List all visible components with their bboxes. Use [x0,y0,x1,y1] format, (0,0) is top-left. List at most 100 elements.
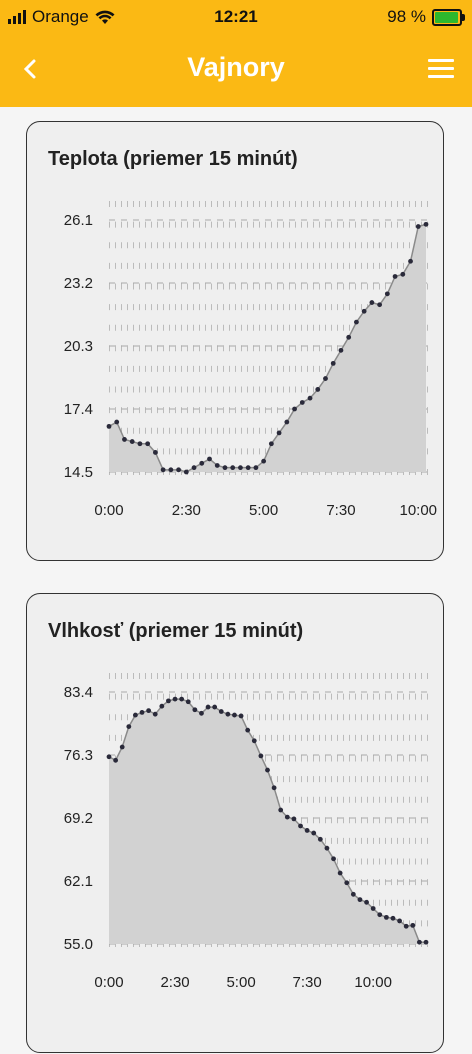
y-tick-label: 14.5 [64,464,93,481]
data-point [383,914,389,920]
data-point [410,922,416,928]
data-point [304,828,310,833]
data-point [185,699,191,705]
data-point [113,757,119,763]
data-point [199,460,205,466]
data-point [324,845,330,851]
data-point [299,400,305,405]
data-point [337,870,343,876]
data-point [238,713,244,719]
humidity-chart: 83.4 76.3 69.2 62.1 55.0 0:00 2:30 5:00 7:30 10:0… [64,673,430,991]
data-point [251,738,257,744]
y-tick-label: 26.1 [64,212,93,229]
chevron-left-icon[interactable] [20,54,44,84]
series-area [109,224,426,472]
card-title: Teplota (priemer 15 minút) [48,148,298,170]
series-area [109,699,426,944]
x-tick-label: 0:00 [94,502,123,519]
x-tick-label: 5:00 [249,502,278,519]
data-point [126,724,132,730]
data-point [183,469,189,475]
status-time: 12:21 [214,7,258,26]
data-point [323,376,328,381]
data-point [400,271,406,277]
data-point [311,830,317,836]
data-point [106,423,112,429]
data-point [350,891,356,897]
battery-percent: 98 % [387,7,426,26]
data-point [331,856,336,862]
x-tick-label: 7:30 [326,502,355,519]
data-point [192,707,198,713]
data-point [291,816,297,822]
battery-icon [432,8,465,26]
y-tick-label: 55.0 [64,936,93,953]
app-header: Orange 12:21 98 % Vajnory [0,0,472,107]
data-point [214,463,220,468]
status-bar: Orange 12:21 98 % [0,0,472,34]
x-tick-label: 5:00 [226,974,255,991]
data-point [377,302,383,308]
data-point [146,708,152,714]
data-point [253,465,259,471]
data-point [199,710,204,716]
data-point [346,334,352,340]
data-point [191,465,197,471]
data-point [245,727,251,733]
nav-bar: Vajnory [0,34,472,107]
data-point [106,754,112,760]
data-point [160,467,166,473]
data-point [172,696,178,702]
data-point [122,437,127,442]
temperature-chart: 26.1 23.2 20.3 17.4 14.5 0:00 2:30 5:00 7:30 10:0… [64,201,437,519]
data-point [258,753,264,759]
data-point [179,696,185,702]
data-point [119,744,125,750]
data-point [212,704,218,710]
data-point [361,308,367,314]
wifi-icon [95,10,115,24]
temperature-card: Teplota (priemer 15 minút) 26.1 23.2 20.3 1… [26,121,444,561]
status-right: 98 % [387,7,465,27]
y-tick-label: 69.2 [64,810,93,827]
data-point [330,360,336,366]
data-point [392,274,398,279]
data-point [397,918,402,924]
data-point [416,939,422,945]
data-point [145,441,151,447]
data-point [278,807,284,813]
data-point [230,465,236,471]
data-point [225,711,231,717]
data-point [166,698,171,704]
data-point [276,430,282,436]
data-point [403,923,409,929]
data-point [298,823,303,829]
status-left: Orange [8,7,115,27]
data-point [307,395,313,401]
data-point [423,221,429,227]
data-point [176,467,181,473]
card-title: Vlhkosť (priemer 15 minút) [48,620,304,642]
data-point [408,258,413,264]
humidity-card: Vlhkosť (priemer 15 minút) 83.4 76.3 69.2 6… [26,593,444,1053]
data-point [370,906,376,911]
x-tick-label: 7:30 [293,974,322,991]
data-point [315,387,321,392]
data-point [271,785,277,791]
data-point [317,836,323,842]
data-point [137,441,143,447]
data-point [265,767,270,773]
data-point [357,897,363,903]
y-tick-label: 76.3 [64,747,93,764]
carrier-label: Orange [32,7,89,26]
hamburger-menu-icon[interactable] [428,59,454,79]
data-point [364,899,369,905]
data-point [338,347,344,353]
y-tick-label: 83.4 [64,684,93,701]
signal-icon [8,10,26,24]
data-point [222,465,228,471]
data-point [369,300,375,305]
x-tick-label: 10:00 [399,502,437,519]
data-point [354,319,359,325]
data-point [218,709,224,714]
